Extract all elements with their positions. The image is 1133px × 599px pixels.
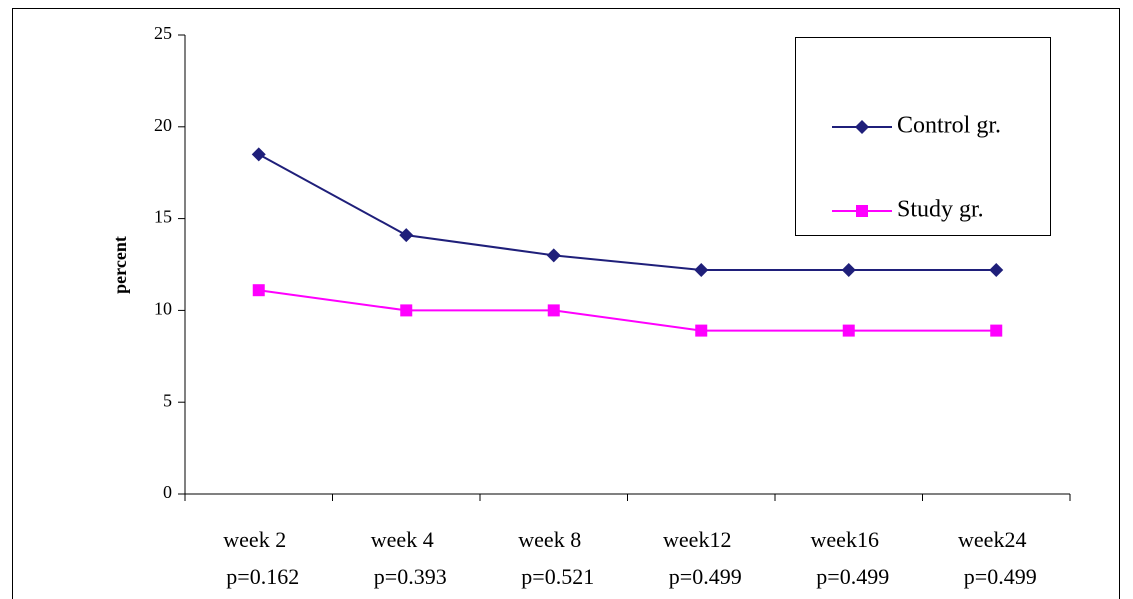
legend-label: Study gr.	[897, 197, 984, 223]
y-tick-label: 25	[154, 23, 172, 43]
x-tick-note: p=0.499	[964, 564, 1037, 589]
x-tick-note: p=0.499	[669, 564, 742, 589]
legend-label: Control gr.	[897, 113, 1001, 139]
chart: percent 0 5 10 15 20 25 week 2 p=0.162 week 4 p=0…	[0, 0, 1133, 599]
data-point	[252, 147, 266, 161]
y-axis-label: percent	[110, 236, 130, 294]
data-point	[694, 263, 708, 277]
x-tick-label: week 4	[371, 527, 434, 552]
data-point	[253, 284, 265, 296]
x-tick-note: p=0.521	[521, 564, 594, 589]
data-point	[842, 263, 856, 277]
series-line	[259, 290, 997, 330]
x-tick-label: week 2	[223, 527, 286, 552]
data-point	[989, 263, 1003, 277]
page: {"chart_data": {"type": "line", "y_label…	[0, 0, 1133, 599]
x-tick-note: p=0.393	[374, 564, 447, 589]
x-tick-label: week12	[663, 527, 731, 552]
y-tick-label: 20	[154, 115, 172, 135]
y-tick-label: 15	[154, 207, 172, 227]
x-tick-label: week16	[811, 527, 879, 552]
data-point	[547, 248, 561, 262]
data-point	[990, 325, 1002, 337]
y-tick-label: 10	[154, 299, 172, 319]
x-tick-label: week 8	[518, 527, 581, 552]
x-tick-note: p=0.499	[816, 564, 889, 589]
x-tick-note: p=0.162	[226, 564, 299, 589]
x-tick-label: week24	[958, 527, 1026, 552]
data-point	[695, 325, 707, 337]
data-point	[548, 304, 560, 316]
data-point	[399, 228, 413, 242]
legend-marker	[856, 205, 868, 217]
y-tick-label: 5	[163, 390, 172, 410]
data-point	[400, 304, 412, 316]
y-tick-label: 0	[163, 482, 172, 502]
data-point	[843, 325, 855, 337]
